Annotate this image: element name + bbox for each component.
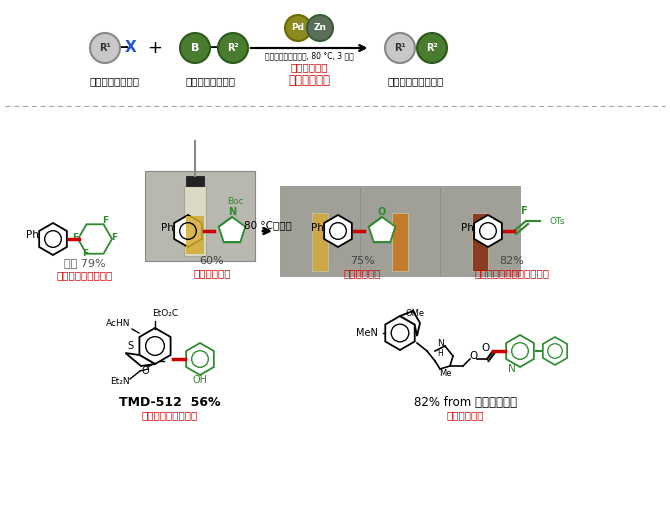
Polygon shape bbox=[139, 328, 171, 364]
Circle shape bbox=[218, 33, 248, 63]
Circle shape bbox=[417, 33, 447, 63]
Text: Ph: Ph bbox=[161, 223, 174, 233]
Text: F: F bbox=[102, 216, 108, 225]
Text: テトラヒドロフラン, 80 °C, 3 時間: テトラヒドロフラン, 80 °C, 3 時間 bbox=[265, 52, 353, 60]
Text: ペルフルオロ芳香環: ペルフルオロ芳香環 bbox=[57, 270, 113, 280]
Text: N: N bbox=[228, 207, 236, 217]
Polygon shape bbox=[385, 316, 415, 350]
Text: X: X bbox=[125, 41, 137, 56]
FancyBboxPatch shape bbox=[360, 186, 440, 276]
Text: フルオロアルケンユニット: フルオロアルケンユニット bbox=[474, 268, 549, 278]
Circle shape bbox=[385, 33, 415, 63]
Polygon shape bbox=[506, 335, 534, 367]
Polygon shape bbox=[39, 223, 67, 255]
Text: F: F bbox=[82, 249, 88, 258]
Text: 有機ハロゲン化物: 有機ハロゲン化物 bbox=[90, 76, 140, 86]
Text: AcHN: AcHN bbox=[105, 319, 130, 328]
Text: R²: R² bbox=[426, 43, 438, 53]
Text: N: N bbox=[508, 364, 516, 374]
Text: −: − bbox=[117, 41, 129, 56]
Text: F: F bbox=[72, 232, 78, 241]
Polygon shape bbox=[400, 311, 420, 336]
Text: Ph: Ph bbox=[460, 223, 474, 233]
Text: Zn: Zn bbox=[314, 24, 326, 33]
Text: −: − bbox=[206, 41, 218, 56]
Text: 塩基添加不要: 塩基添加不要 bbox=[290, 62, 328, 72]
Text: F: F bbox=[520, 206, 527, 216]
FancyBboxPatch shape bbox=[280, 186, 360, 276]
Text: 認知症治療薬: 認知症治療薬 bbox=[446, 410, 484, 420]
Text: 抗がん剤治療薬候補: 抗がん剤治療薬候補 bbox=[142, 410, 198, 420]
Text: TMD-512  56%: TMD-512 56% bbox=[119, 397, 220, 410]
Text: MeN: MeN bbox=[356, 328, 378, 338]
Text: 60%: 60% bbox=[200, 256, 224, 266]
Text: EtO₂C: EtO₂C bbox=[152, 309, 178, 318]
Text: R²: R² bbox=[227, 43, 239, 53]
Text: O: O bbox=[378, 207, 386, 217]
FancyBboxPatch shape bbox=[184, 186, 206, 256]
FancyBboxPatch shape bbox=[312, 213, 328, 271]
Text: O: O bbox=[469, 351, 477, 361]
Text: 塩基添加不要: 塩基添加不要 bbox=[288, 75, 330, 87]
FancyBboxPatch shape bbox=[145, 171, 255, 261]
Text: R¹: R¹ bbox=[394, 43, 406, 53]
Polygon shape bbox=[474, 215, 502, 247]
Text: OH: OH bbox=[192, 375, 208, 385]
Text: −: − bbox=[411, 41, 423, 56]
Text: H: H bbox=[437, 349, 443, 358]
Circle shape bbox=[90, 33, 120, 63]
Polygon shape bbox=[543, 337, 567, 365]
Text: N: N bbox=[437, 339, 444, 348]
Polygon shape bbox=[174, 215, 202, 247]
Text: +: + bbox=[147, 39, 163, 57]
Circle shape bbox=[307, 15, 333, 41]
Text: 75%: 75% bbox=[350, 256, 375, 266]
Text: Me: Me bbox=[439, 369, 452, 378]
Text: S: S bbox=[127, 341, 133, 351]
Text: 80 °Cで反応: 80 °Cで反応 bbox=[244, 220, 291, 230]
FancyBboxPatch shape bbox=[440, 186, 520, 276]
Text: 82%: 82% bbox=[500, 256, 525, 266]
Text: Ph: Ph bbox=[311, 223, 324, 233]
Text: Et₂N: Et₂N bbox=[110, 377, 130, 386]
Text: カップリング生成物: カップリング生成物 bbox=[388, 76, 444, 86]
Polygon shape bbox=[186, 343, 214, 375]
Text: O: O bbox=[141, 366, 149, 376]
Circle shape bbox=[180, 33, 210, 63]
FancyBboxPatch shape bbox=[186, 216, 204, 254]
Text: O: O bbox=[481, 343, 489, 353]
Text: B: B bbox=[191, 43, 199, 53]
Polygon shape bbox=[369, 217, 395, 242]
Text: 82% from ニセルゴリン: 82% from ニセルゴリン bbox=[413, 397, 517, 410]
Polygon shape bbox=[125, 353, 155, 366]
Text: Boc: Boc bbox=[226, 197, 243, 207]
Circle shape bbox=[285, 15, 311, 41]
FancyBboxPatch shape bbox=[472, 213, 488, 271]
Text: Ph: Ph bbox=[25, 230, 38, 240]
Text: OMe: OMe bbox=[405, 309, 425, 318]
Polygon shape bbox=[78, 224, 112, 254]
Text: 収率 79%: 収率 79% bbox=[64, 258, 106, 268]
Polygon shape bbox=[218, 217, 245, 242]
FancyBboxPatch shape bbox=[392, 213, 408, 271]
Text: F: F bbox=[111, 232, 118, 241]
Text: ヘテロ芳香環: ヘテロ芳香環 bbox=[193, 268, 230, 278]
Text: R¹: R¹ bbox=[99, 43, 111, 53]
Polygon shape bbox=[324, 215, 352, 247]
Text: OTs: OTs bbox=[550, 217, 565, 226]
Text: Pd: Pd bbox=[291, 24, 304, 33]
Text: 有機ホウ素化合物: 有機ホウ素化合物 bbox=[185, 76, 235, 86]
FancyBboxPatch shape bbox=[260, 221, 275, 241]
FancyBboxPatch shape bbox=[186, 176, 204, 186]
Text: ヘテロ芳香環: ヘテロ芳香環 bbox=[343, 268, 381, 278]
